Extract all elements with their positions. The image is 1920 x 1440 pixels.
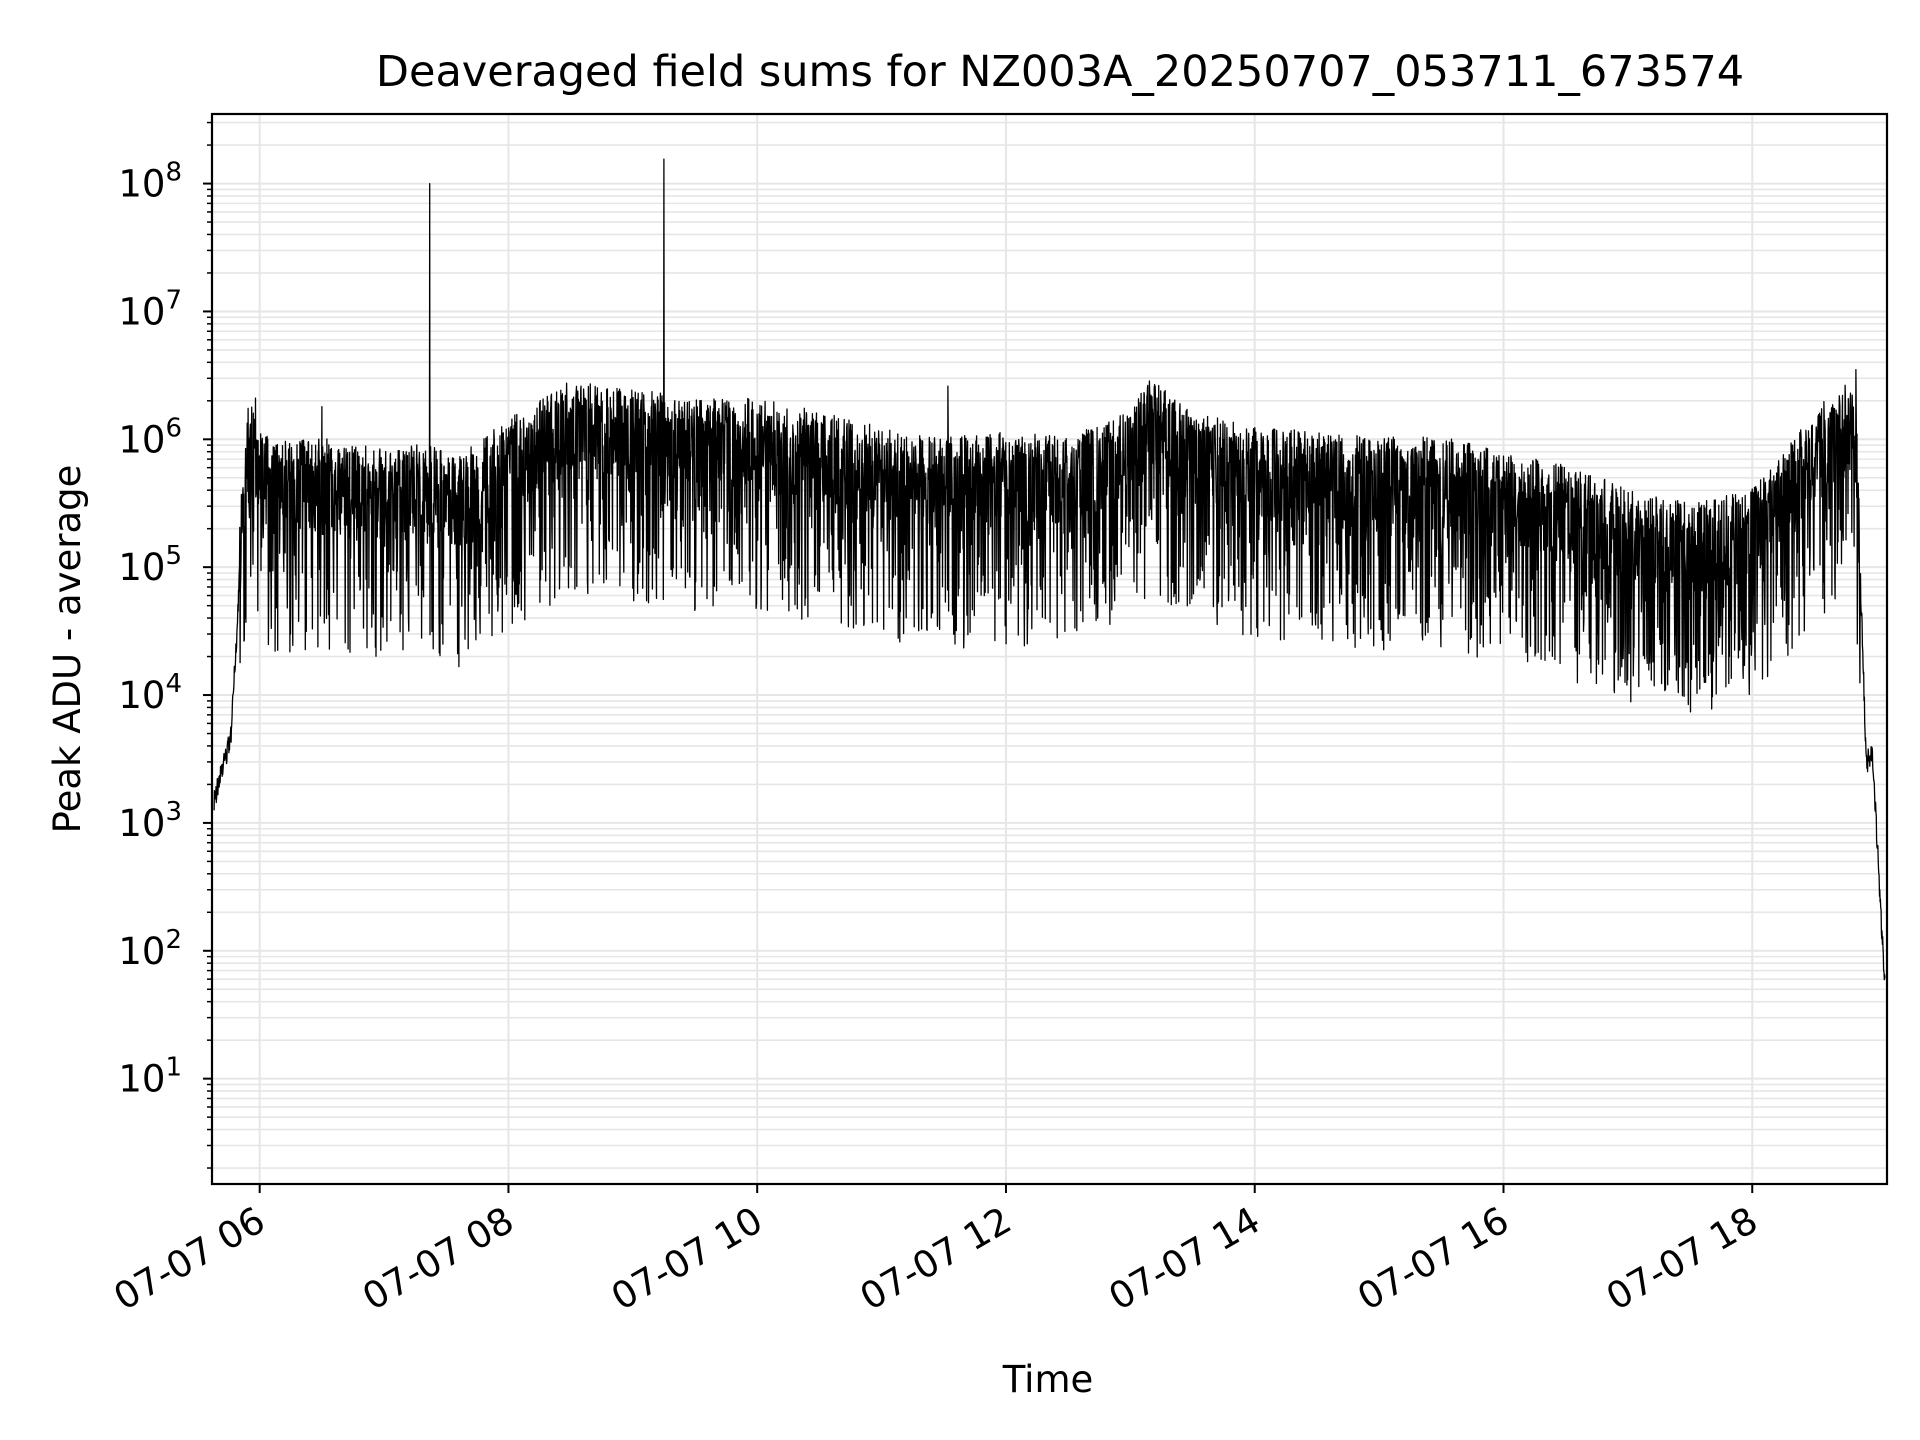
y-tick-label: 108	[118, 158, 182, 206]
y-tick-label: 101	[118, 1053, 182, 1101]
plot-frame	[210, 112, 1889, 1186]
y-axis-ticks: 101 102 103 104 105 106 107 108	[118, 121, 212, 1169]
y-tick-label: 103	[118, 797, 182, 845]
chart-title: Deaveraged field sums for NZ003A_2025070…	[376, 47, 1744, 97]
y-tick-label: 107	[118, 285, 182, 333]
series-line	[213, 158, 1886, 981]
y-axis-label: Peak ADU - average	[46, 465, 89, 834]
x-axis-label: Time	[1002, 1358, 1094, 1401]
y-tick-label: 106	[118, 413, 182, 461]
series-group	[213, 158, 1886, 981]
y-tick-label: 105	[118, 541, 182, 589]
y-tick-label: 104	[118, 669, 182, 717]
y-tick-label: 102	[118, 925, 182, 973]
